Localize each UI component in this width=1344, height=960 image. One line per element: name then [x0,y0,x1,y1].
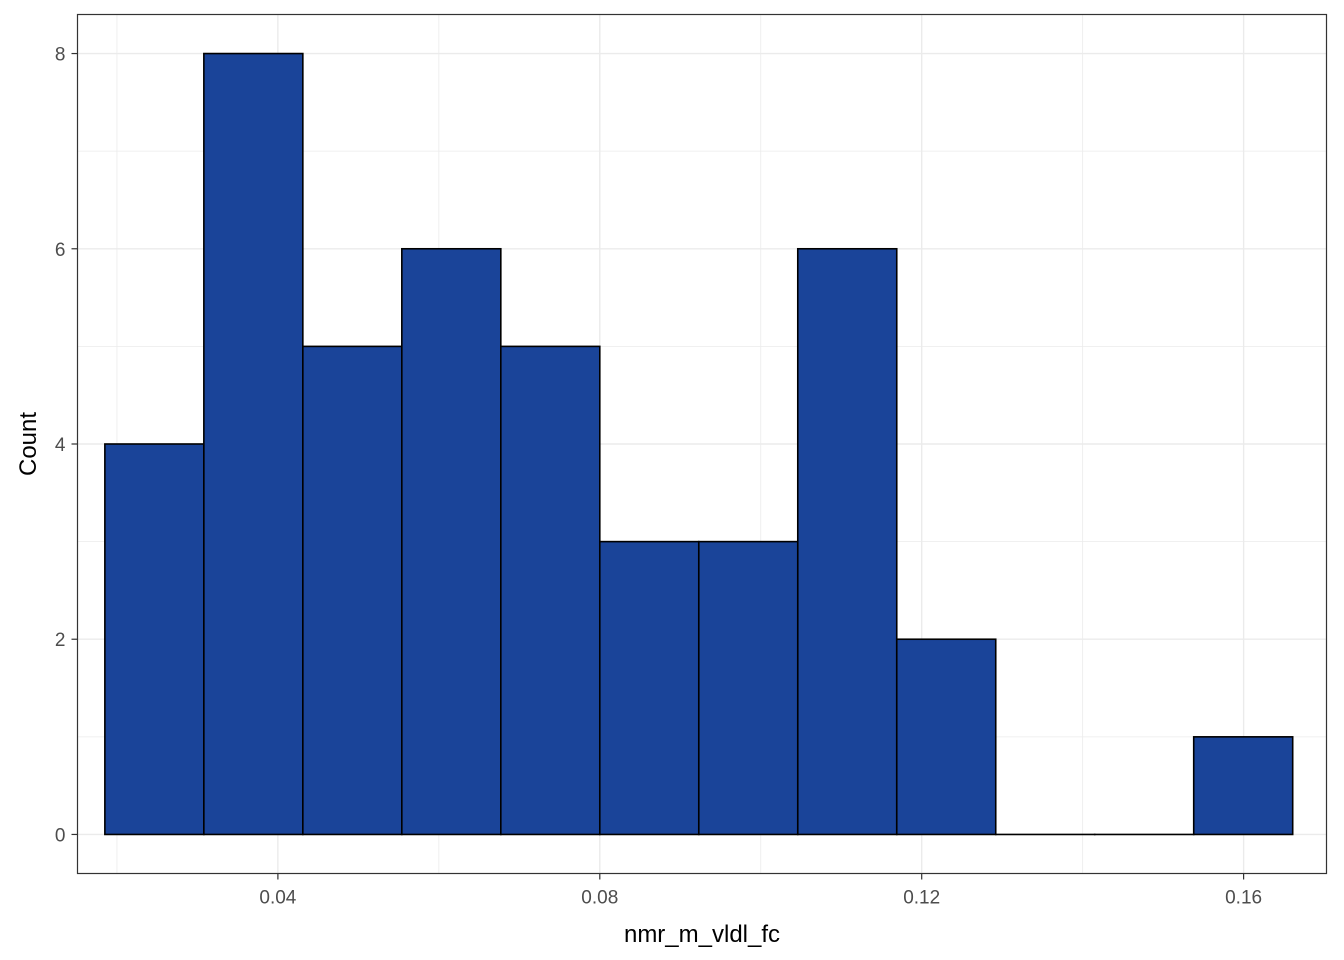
y-tick-label: 8 [55,45,66,66]
histogram-bar [401,247,502,836]
histogram-bar [895,638,997,836]
y-axis-title: Count [15,412,42,476]
histogram-bar [104,443,205,836]
x-axis-ticks: 0.04 0.08 0.12 0.16 [259,873,1262,909]
x-axis-title: nmr_m_vldl_fc [624,921,780,948]
histogram-bars [104,52,1294,836]
y-tick-label: 6 [55,240,66,261]
histogram-bar [203,52,304,836]
x-tick-label: 0.04 [259,888,296,909]
x-tick-label: 0.08 [581,888,618,909]
y-tick-label: 0 [55,825,66,846]
histogram-bar [598,540,700,836]
y-tick-label: 2 [55,630,66,651]
x-tick-label: 0.12 [903,888,940,909]
x-tick-label: 0.16 [1225,888,1262,909]
histogram-bar [302,345,403,836]
histogram-bar [500,345,601,836]
y-axis-ticks: 0 2 4 6 8 [55,45,78,846]
histogram-bar [697,540,799,836]
histogram-bar [796,247,898,836]
y-tick-label: 4 [55,435,66,456]
histogram-bar [1192,736,1294,836]
